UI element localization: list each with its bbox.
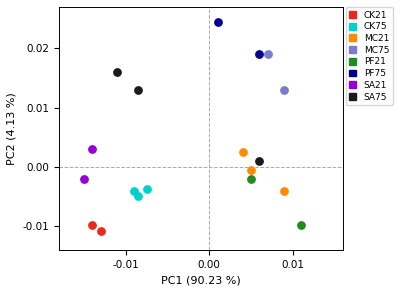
CK75 xyxy=(131,188,137,193)
CK75 xyxy=(135,194,142,199)
MC21 xyxy=(248,168,254,172)
MC75 xyxy=(264,52,271,57)
SA75 xyxy=(256,159,262,163)
SA75 xyxy=(135,88,142,92)
CK21 xyxy=(98,228,104,233)
SA21 xyxy=(81,176,87,181)
X-axis label: PC1 (90.23 %): PC1 (90.23 %) xyxy=(161,275,241,285)
SA21 xyxy=(89,147,96,152)
MC75 xyxy=(281,88,288,92)
PF21 xyxy=(298,223,304,227)
Legend: CK21, CK75, MC21, MC75, PF21, PF75, SA21, SA75: CK21, CK75, MC21, MC75, PF21, PF75, SA21… xyxy=(346,7,393,105)
CK21 xyxy=(89,223,96,227)
CK75 xyxy=(144,187,150,192)
Y-axis label: PC2 (4.13 %): PC2 (4.13 %) xyxy=(7,92,17,165)
MC21 xyxy=(240,150,246,154)
PF75 xyxy=(256,52,262,57)
PF21 xyxy=(248,176,254,181)
PF75 xyxy=(214,19,221,24)
MC21 xyxy=(281,188,288,193)
SA75 xyxy=(114,70,121,74)
